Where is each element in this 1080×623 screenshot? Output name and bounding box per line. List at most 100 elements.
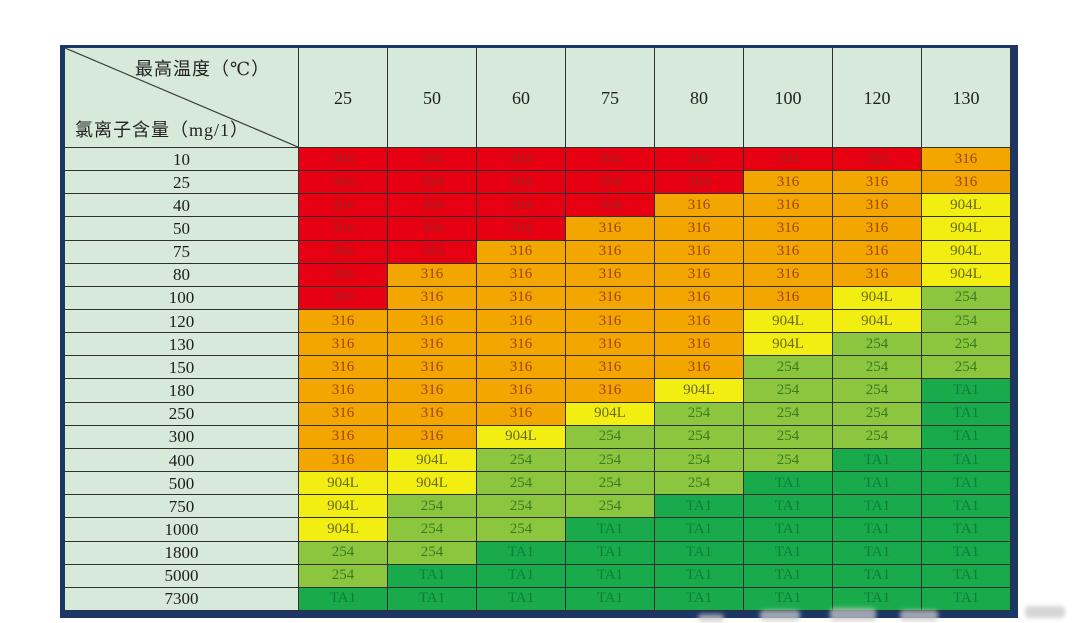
- material-cell: TA1: [833, 472, 922, 496]
- material-cell: 254: [477, 518, 566, 542]
- temperature-header-50: 50: [388, 48, 477, 148]
- chloride-row-label-7300: 7300: [65, 587, 299, 611]
- material-cell: 316: [299, 379, 388, 403]
- material-cell: TA1: [744, 541, 833, 565]
- material-cell: TA1: [477, 587, 566, 611]
- material-cell: 316: [477, 379, 566, 403]
- chloride-row-label-300: 300: [65, 425, 299, 449]
- material-cell: TA1: [922, 541, 1011, 565]
- material-cell: 904L: [922, 263, 1011, 287]
- material-cell: 304: [299, 148, 388, 172]
- chloride-row-label-500: 500: [65, 472, 299, 496]
- material-cell: 316: [299, 333, 388, 357]
- material-cell: 316: [566, 286, 655, 311]
- material-cell: 316: [477, 356, 566, 380]
- material-cell: 254: [477, 472, 566, 496]
- temperature-header-100: 100: [744, 48, 833, 148]
- material-cell: 904L: [744, 310, 833, 334]
- material-cell: 316: [388, 333, 477, 357]
- material-cell: 316: [477, 240, 566, 264]
- material-cell: 316: [299, 448, 388, 473]
- material-cell: 254: [833, 425, 922, 449]
- material-cell: 904L: [299, 472, 388, 496]
- material-cell: 254: [922, 310, 1011, 334]
- material-cell: 316: [299, 402, 388, 426]
- material-cell: TA1: [744, 518, 833, 542]
- material-cell: TA1: [833, 564, 922, 588]
- material-cell: 904L: [833, 286, 922, 311]
- watermark: [760, 610, 800, 621]
- material-cell: TA1: [388, 564, 477, 588]
- material-cell: 316: [655, 356, 744, 380]
- material-cell: TA1: [744, 472, 833, 496]
- material-cell: TA1: [833, 518, 922, 542]
- material-cell: TA1: [655, 495, 744, 519]
- material-cell: TA1: [744, 587, 833, 611]
- chloride-row-label-10: 10: [65, 148, 299, 172]
- material-cell: TA1: [922, 495, 1011, 519]
- chloride-content-axis-label: 氯离子含量（mg/1）: [75, 120, 250, 140]
- temperature-header-130: 130: [922, 48, 1011, 148]
- material-cell: 316: [388, 263, 477, 287]
- material-cell: 316: [299, 425, 388, 449]
- material-cell: 316: [744, 171, 833, 195]
- material-cell: 904L: [833, 310, 922, 334]
- material-cell: 304: [299, 217, 388, 241]
- material-cell: 904L: [299, 518, 388, 542]
- material-cell: TA1: [922, 564, 1011, 588]
- material-cell: 316: [477, 333, 566, 357]
- material-cell: 316: [566, 217, 655, 241]
- material-cell: TA1: [388, 587, 477, 611]
- material-cell: 254: [922, 333, 1011, 357]
- material-cell: 316: [566, 240, 655, 264]
- material-cell: TA1: [477, 541, 566, 565]
- material-cell: 316: [833, 171, 922, 195]
- watermark: [698, 614, 724, 622]
- material-cell: 316: [655, 194, 744, 218]
- material-cell: 304: [299, 286, 388, 311]
- material-cell: 254: [655, 425, 744, 449]
- material-cell: 316: [388, 286, 477, 311]
- chloride-row-label-250: 250: [65, 402, 299, 426]
- material-cell: 316: [655, 240, 744, 264]
- material-cell: 316: [655, 286, 744, 311]
- material-cell: 316: [388, 356, 477, 380]
- material-cell: 316: [744, 286, 833, 311]
- material-cell: TA1: [922, 379, 1011, 403]
- material-cell: 316: [299, 310, 388, 334]
- chloride-row-label-1800: 1800: [65, 541, 299, 565]
- material-cell: 904L: [388, 472, 477, 496]
- material-cell: 304: [655, 171, 744, 195]
- material-cell: 304: [388, 171, 477, 195]
- material-cell: 316: [566, 310, 655, 334]
- material-cell: TA1: [744, 495, 833, 519]
- material-cell: 254: [299, 564, 388, 588]
- material-cell: TA1: [655, 541, 744, 565]
- material-cell: 316: [655, 310, 744, 334]
- material-selection-table: 最高温度（℃） 氯离子含量（mg/1） 25 50 60 75 80 100 120 130 1…: [60, 45, 1018, 618]
- temperature-header-60: 60: [477, 48, 566, 148]
- chloride-row-label-40: 40: [65, 194, 299, 218]
- material-cell: TA1: [922, 587, 1011, 611]
- chloride-row-label-130: 130: [65, 333, 299, 357]
- material-cell: 254: [833, 402, 922, 426]
- material-cell: 316: [566, 263, 655, 287]
- material-cell: 304: [566, 194, 655, 218]
- watermark: [830, 608, 876, 621]
- material-cell: TA1: [566, 541, 655, 565]
- material-cell: 254: [299, 541, 388, 565]
- material-cell: 316: [922, 148, 1011, 172]
- material-cell: 304: [833, 148, 922, 172]
- material-cell: 254: [922, 286, 1011, 311]
- temperature-header-25: 25: [299, 48, 388, 148]
- material-cell: TA1: [655, 518, 744, 542]
- material-cell: 254: [744, 356, 833, 380]
- material-cell: 316: [744, 194, 833, 218]
- material-cell: 316: [477, 286, 566, 311]
- material-cell: 304: [566, 171, 655, 195]
- material-cell: 254: [477, 448, 566, 473]
- material-cell: TA1: [299, 587, 388, 611]
- material-cell: TA1: [655, 587, 744, 611]
- material-cell: 304: [477, 148, 566, 172]
